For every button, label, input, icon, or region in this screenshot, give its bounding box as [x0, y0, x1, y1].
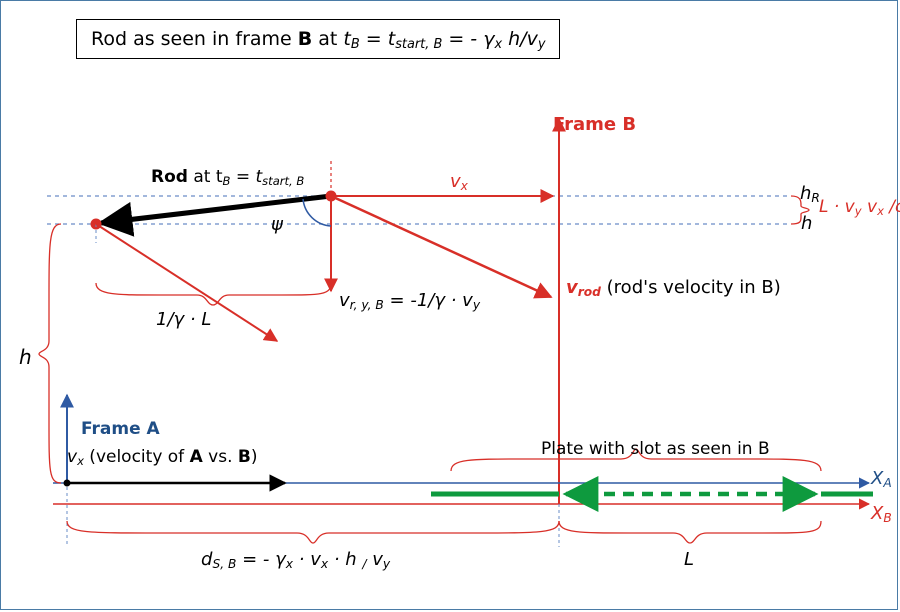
rod-arrow [101, 196, 331, 223]
label-vx-red: vx [450, 171, 468, 192]
label-XB: XB [871, 503, 892, 524]
label-L: L [684, 549, 694, 570]
label-frameA: Frame A [81, 419, 160, 439]
brace-h [39, 224, 61, 483]
label-vryB: vr, y, B = -1/γ · vy [339, 290, 480, 311]
brace-gammaL [96, 283, 331, 305]
label-Lvyvx: L · vy vx /c2 [819, 197, 900, 217]
vrod-arrow [331, 196, 551, 297]
label-frameB: Frame B [553, 114, 636, 135]
label-psi: ψ [271, 214, 283, 235]
psi-arc [303, 199, 331, 226]
label-plate: Plate with slot as seen in B [541, 439, 770, 459]
brace-L [559, 521, 821, 543]
label-h-right: h [801, 213, 812, 234]
label-XA: XA [871, 468, 892, 489]
brace-dSB [67, 521, 559, 543]
label-gammaL: 1/γ · L [156, 309, 211, 330]
label-vx-black: vx (velocity of A vs. B) [67, 447, 258, 467]
label-hR: hR [800, 183, 820, 204]
diagram-frame: Rod as seen in frame B at tB = tstart, B… [0, 0, 898, 610]
label-vrod: vrod (rod's velocity in B) [566, 277, 781, 298]
label-dSB: dS, B = - γx · vx · h / vy [201, 549, 390, 570]
label-h-left: h [19, 345, 32, 369]
label-rod-at: Rod at tB = tstart, B [151, 167, 304, 187]
